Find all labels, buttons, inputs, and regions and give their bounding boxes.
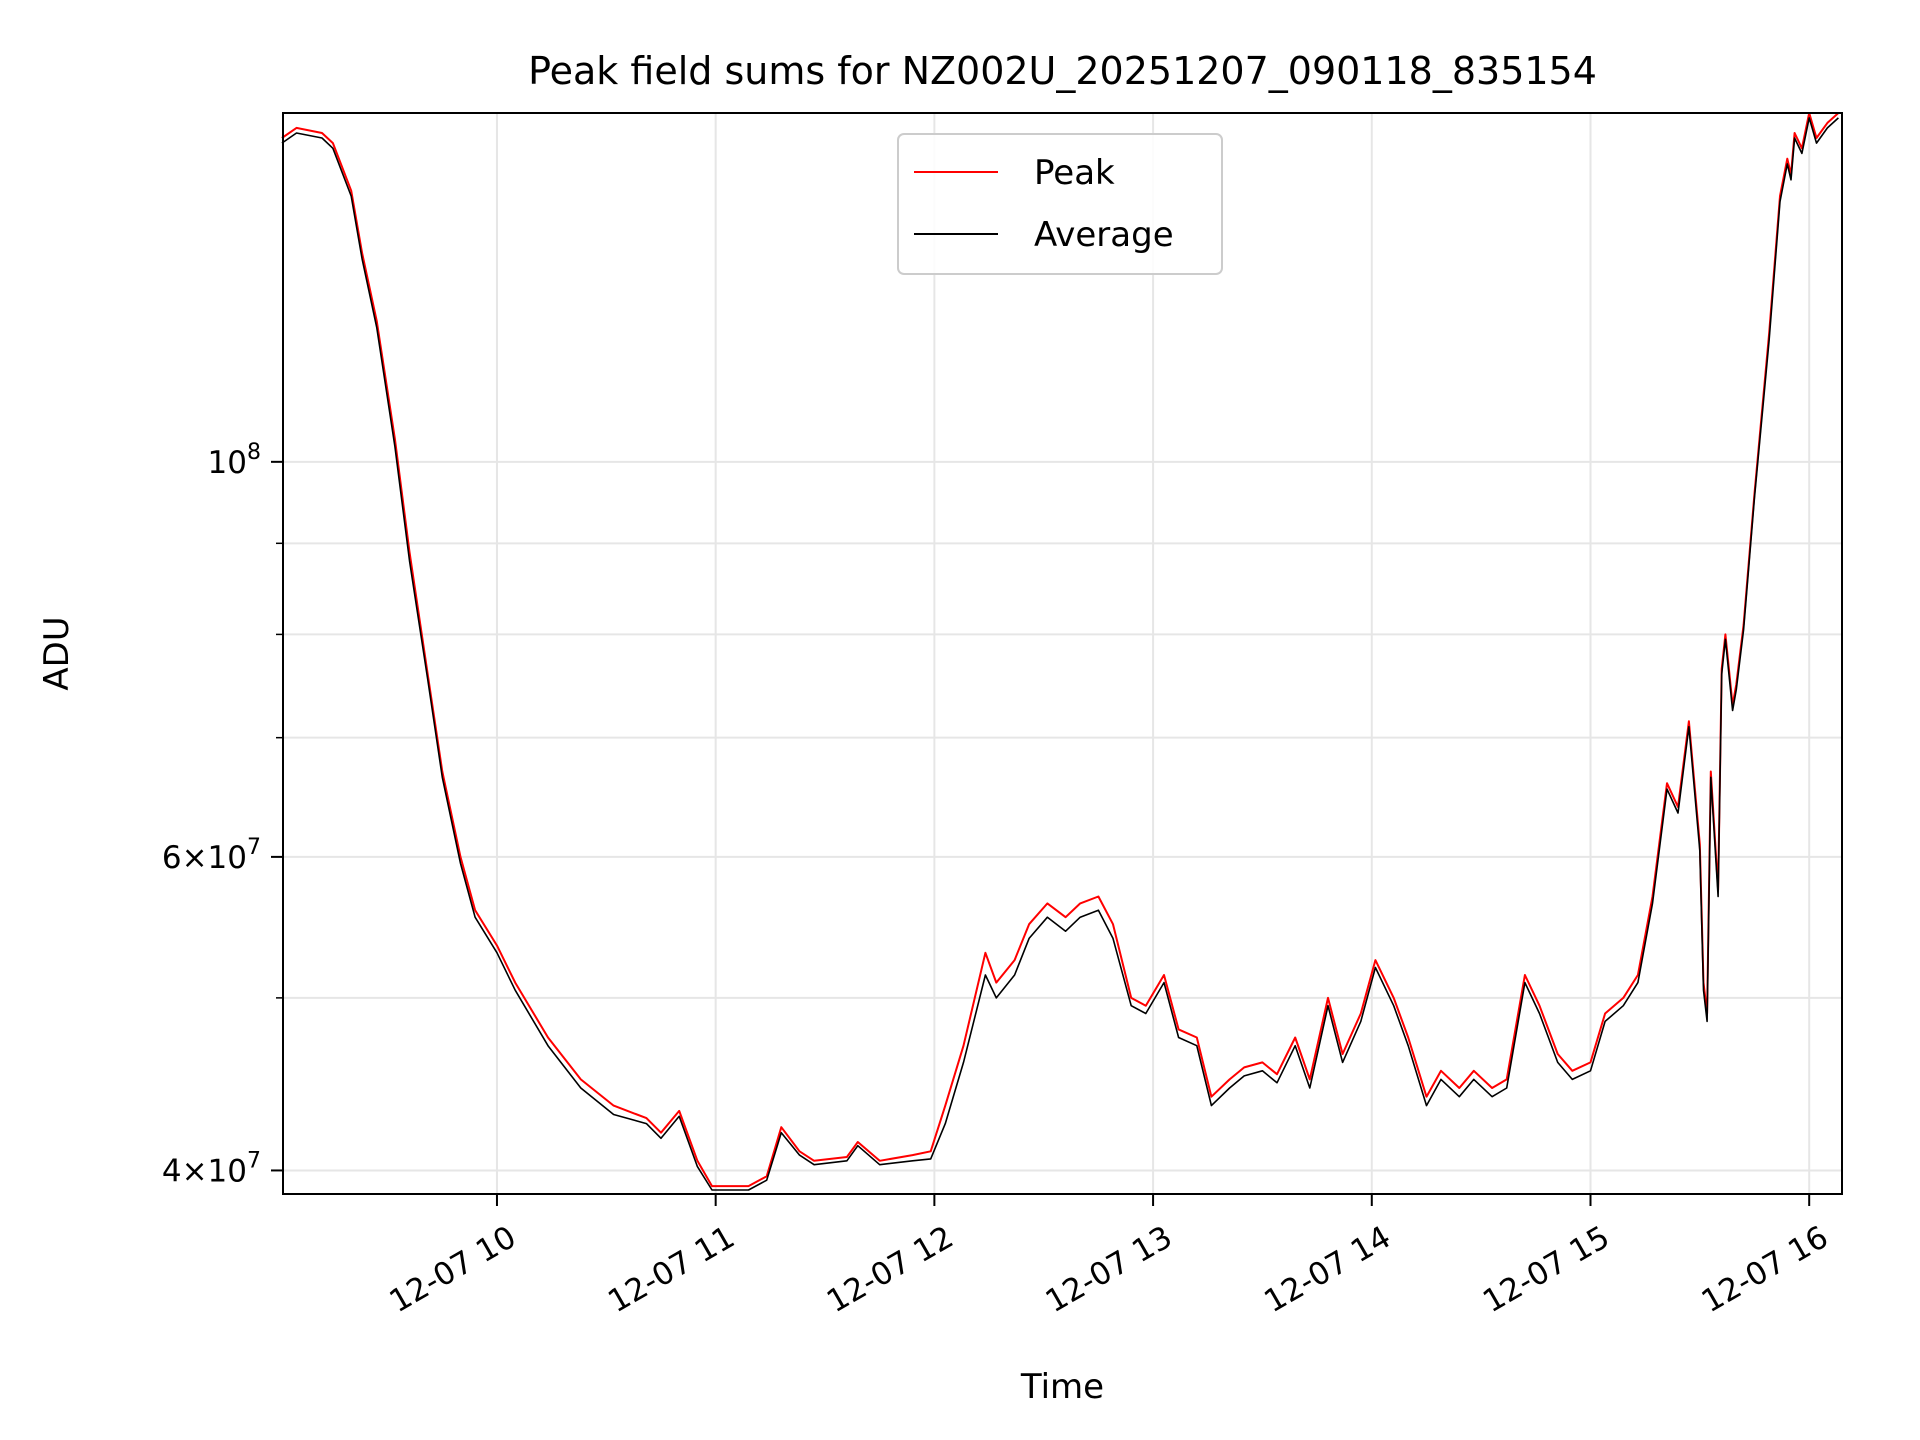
- y-tick-base: 4: [162, 1153, 182, 1189]
- legend-label-peak: Peak: [1034, 153, 1115, 193]
- y-tick-exponent: 8: [247, 440, 261, 465]
- legend-label-average: Average: [1034, 215, 1174, 255]
- legend-box: [897, 133, 1223, 275]
- grid: [283, 113, 1842, 1194]
- y-tick-label: 6×107: [162, 835, 261, 876]
- y-tick-label: 108: [208, 440, 261, 481]
- y-tick-exponent: 7: [247, 1148, 261, 1173]
- y-tick-base: 6: [162, 840, 182, 876]
- y-tick-ten: 10: [208, 1153, 247, 1189]
- series-layer: [281, 112, 1840, 1191]
- x-axis-label: Time: [1020, 1367, 1104, 1407]
- y-tick-label: 4×107: [162, 1148, 261, 1189]
- chart-title: Peak field sums for NZ002U_20251207_0901…: [528, 49, 1597, 93]
- y-tick-ten: 10: [208, 445, 247, 481]
- series-line-average: [281, 117, 1839, 1191]
- y-tick-exponent: 7: [247, 835, 261, 860]
- legend: Peak Average: [897, 133, 1223, 275]
- plot-frame: [282, 112, 1843, 1195]
- y-tick-ten: 10: [208, 840, 247, 876]
- y-tick-times: ×: [182, 1153, 208, 1189]
- y-tick-times: ×: [182, 840, 208, 876]
- y-axis-label: ADU: [37, 616, 77, 690]
